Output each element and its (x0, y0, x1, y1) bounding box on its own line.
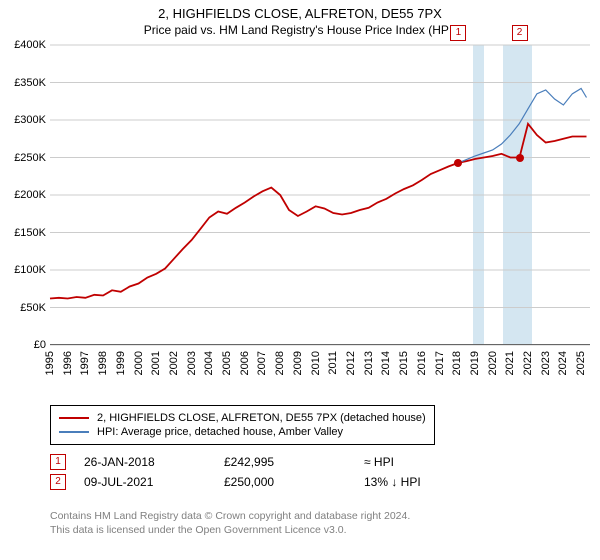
x-axis-tick-label: 2012 (345, 351, 357, 375)
sale-date: 09-JUL-2021 (84, 475, 224, 489)
x-axis-tick-label: 2001 (150, 351, 162, 375)
sales-row: 2 09-JUL-2021£250,00013% ↓ HPI (50, 474, 504, 490)
sale-price: £250,000 (224, 475, 364, 489)
sale-price: £242,995 (224, 455, 364, 469)
chart-subtitle: Price paid vs. HM Land Registry's House … (0, 23, 600, 37)
credits-line: This data is licensed under the Open Gov… (50, 524, 590, 538)
x-axis-tick-label: 2016 (416, 351, 428, 375)
x-axis-tick-label: 2017 (434, 351, 446, 375)
x-axis-tick-label: 2008 (274, 351, 286, 375)
plot-region: 12 (50, 45, 590, 345)
sale-vs-hpi: ≈ HPI (364, 455, 504, 469)
legend-label: 2, HIGHFIELDS CLOSE, ALFRETON, DE55 7PX … (97, 412, 426, 424)
x-axis-tick-label: 2000 (133, 351, 145, 375)
y-axis-tick-label: £250K (0, 152, 46, 164)
legend-item: HPI: Average price, detached house, Ambe… (59, 426, 426, 438)
callout-badge: 2 (512, 25, 528, 41)
y-axis-tick-label: £350K (0, 77, 46, 89)
sale-date: 26-JAN-2018 (84, 455, 224, 469)
x-axis-tick-label: 2004 (203, 351, 215, 375)
x-axis-tick-label: 2006 (239, 351, 251, 375)
x-axis-tick-label: 2021 (504, 351, 516, 375)
credits-line: Contains HM Land Registry data © Crown c… (50, 510, 590, 524)
y-axis-tick-label: £0 (0, 339, 46, 351)
credits: Contains HM Land Registry data © Crown c… (50, 510, 590, 537)
x-axis-tick-label: 2011 (327, 351, 339, 375)
y-axis-tick-label: £200K (0, 189, 46, 201)
x-axis-tick-label: 2024 (557, 351, 569, 375)
x-axis-tick-label: 1998 (97, 351, 109, 375)
x-axis-tick-label: 2025 (575, 351, 587, 375)
x-axis-tick-label: 2014 (380, 351, 392, 375)
y-axis-tick-label: £300K (0, 114, 46, 126)
legend-swatch (59, 431, 89, 433)
y-axis-tick-label: £400K (0, 39, 46, 51)
sales-row: 1 26-JAN-2018£242,995≈ HPI (50, 454, 504, 470)
x-axis-tick-label: 2023 (540, 351, 552, 375)
x-axis-tick-label: 2002 (168, 351, 180, 375)
x-axis-tick-label: 2019 (469, 351, 481, 375)
y-axis-tick-label: £50K (0, 302, 46, 314)
callout-badge: 1 (450, 25, 466, 41)
x-axis-tick-label: 2013 (363, 351, 375, 375)
x-axis-tick-label: 2005 (221, 351, 233, 375)
y-axis-tick-label: £100K (0, 264, 46, 276)
y-axis-tick-label: £150K (0, 227, 46, 239)
legend-label: HPI: Average price, detached house, Ambe… (97, 426, 343, 438)
series-price_paid (50, 124, 587, 299)
legend-item: 2, HIGHFIELDS CLOSE, ALFRETON, DE55 7PX … (59, 412, 426, 424)
x-axis-tick-label: 2007 (256, 351, 268, 375)
x-axis-tick-label: 2009 (292, 351, 304, 375)
sale-marker (516, 154, 524, 162)
sale-vs-hpi: 13% ↓ HPI (364, 475, 504, 489)
sale-marker (454, 159, 462, 167)
x-axis-tick-label: 2018 (451, 351, 463, 375)
x-axis-tick-label: 1997 (79, 351, 91, 375)
x-axis-tick-label: 2020 (487, 351, 499, 375)
x-axis-tick-label: 2003 (186, 351, 198, 375)
callout-badge: 1 (50, 454, 66, 470)
x-axis-tick-label: 2015 (398, 351, 410, 375)
chart-area: 12 £0 £50K £100K £150K £200K £250K £300K £350K £… (0, 39, 600, 399)
chart-titles: 2, HIGHFIELDS CLOSE, ALFRETON, DE55 7PX … (0, 0, 600, 39)
chart-title: 2, HIGHFIELDS CLOSE, ALFRETON, DE55 7PX (0, 6, 600, 21)
series-hpi (459, 89, 587, 163)
x-axis-tick-label: 2010 (310, 351, 322, 375)
legend-swatch (59, 417, 89, 419)
x-axis-tick-label: 1999 (115, 351, 127, 375)
callout-badge: 2 (50, 474, 66, 490)
x-axis-tick-label: 1996 (62, 351, 74, 375)
x-axis-tick-label: 1995 (44, 351, 56, 375)
sales-table: 1 26-JAN-2018£242,995≈ HPI 2 09-JUL-2021£25… (50, 450, 504, 494)
legend: 2, HIGHFIELDS CLOSE, ALFRETON, DE55 7PX … (50, 405, 435, 445)
x-axis-tick-label: 2022 (522, 351, 534, 375)
chart-svg (50, 45, 590, 345)
